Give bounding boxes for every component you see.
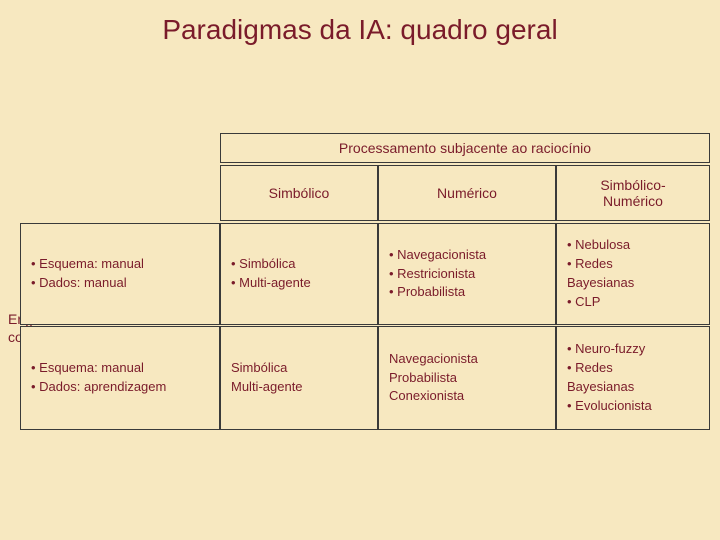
list-item: • Restricionista bbox=[389, 265, 547, 284]
table-row: • Esquema: manual• Dados: aprendizagem S… bbox=[20, 326, 710, 430]
cell-numerico: NavegacionistaProbabilistaConexionista bbox=[378, 326, 556, 430]
list-item: • Evolucionista bbox=[567, 397, 701, 416]
col-header-simbolico-numerico: Simbólico- Numérico bbox=[556, 165, 710, 221]
list-item: • Probabilista bbox=[389, 283, 547, 302]
page-title: Paradigmas da IA: quadro geral bbox=[0, 0, 720, 46]
list-item: Multi-agente bbox=[231, 378, 369, 397]
cell-simbolico: • Simbólica• Multi-agente bbox=[220, 223, 378, 325]
list-item: • Dados: manual bbox=[31, 274, 211, 293]
col-header-numerico: Numérico bbox=[378, 165, 556, 221]
list-item: • Dados: aprendizagem bbox=[31, 378, 211, 397]
list-item: • Nebulosa bbox=[567, 236, 701, 255]
list-item: • Esquema: manual bbox=[31, 255, 211, 274]
list-item: • Simbólica bbox=[231, 255, 369, 274]
column-headers: Simbólico Numérico Simbólico- Numérico bbox=[220, 165, 710, 221]
list-item: Conexionista bbox=[389, 387, 547, 406]
list-item: • Navegacionista bbox=[389, 246, 547, 265]
list-item: Probabilista bbox=[389, 369, 547, 388]
cell-simbolico-numerico: • Nebulosa• RedesBayesianas• CLP bbox=[556, 223, 710, 325]
cell-simbolico-numerico: • Neuro-fuzzy• RedesBayesianas• Evolucio… bbox=[556, 326, 710, 430]
table-row: • Esquema: manual• Dados: manual • Simbó… bbox=[20, 223, 710, 325]
list-item: • Esquema: manual bbox=[31, 359, 211, 378]
cell-simbolico: SimbólicaMulti-agente bbox=[220, 326, 378, 430]
row-label: • Esquema: manual• Dados: manual bbox=[20, 223, 220, 325]
list-item: • CLP bbox=[567, 293, 701, 312]
list-item: • Multi-agente bbox=[231, 274, 369, 293]
list-item: Navegacionista bbox=[389, 350, 547, 369]
list-item: • Neuro-fuzzy bbox=[567, 340, 701, 359]
list-item: Bayesianas bbox=[567, 274, 701, 293]
list-item: • Redes bbox=[567, 255, 701, 274]
list-item: • Redes bbox=[567, 359, 701, 378]
top-header: Processamento subjacente ao raciocínio bbox=[220, 133, 710, 163]
row-label: • Esquema: manual• Dados: aprendizagem bbox=[20, 326, 220, 430]
list-item: Simbólica bbox=[231, 359, 369, 378]
list-item: Bayesianas bbox=[567, 378, 701, 397]
col-header-simbolico: Simbólico bbox=[220, 165, 378, 221]
cell-numerico: • Navegacionista• Restricionista• Probab… bbox=[378, 223, 556, 325]
